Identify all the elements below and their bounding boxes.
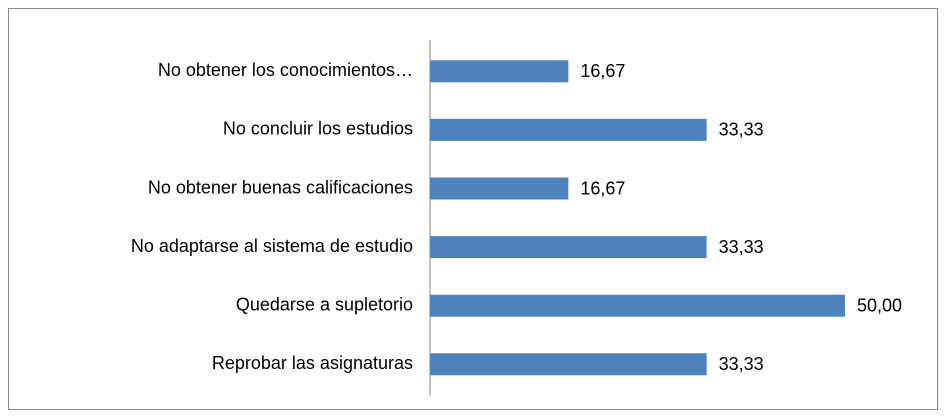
value-label: 33,33 (719, 237, 764, 257)
category-label: Reprobar las asignaturas (212, 353, 413, 373)
value-label: 16,67 (580, 178, 625, 198)
category-label: Quedarse a supletorio (236, 294, 413, 314)
bar (430, 236, 707, 259)
category-label: No adaptarse al sistema de estudio (131, 236, 413, 256)
value-label: 33,33 (719, 120, 764, 140)
bar (430, 60, 569, 83)
category-label: No concluir los estudios (223, 119, 413, 139)
bar (430, 177, 569, 200)
category-label: No obtener los conocimientos… (158, 60, 413, 80)
category-label: No obtener buenas calificaciones (148, 177, 413, 197)
value-label: 50,00 (857, 295, 902, 315)
value-label: 33,33 (719, 354, 764, 374)
value-label: 16,67 (580, 61, 625, 81)
bar (430, 294, 845, 317)
bar (430, 118, 707, 141)
bar (430, 353, 707, 376)
